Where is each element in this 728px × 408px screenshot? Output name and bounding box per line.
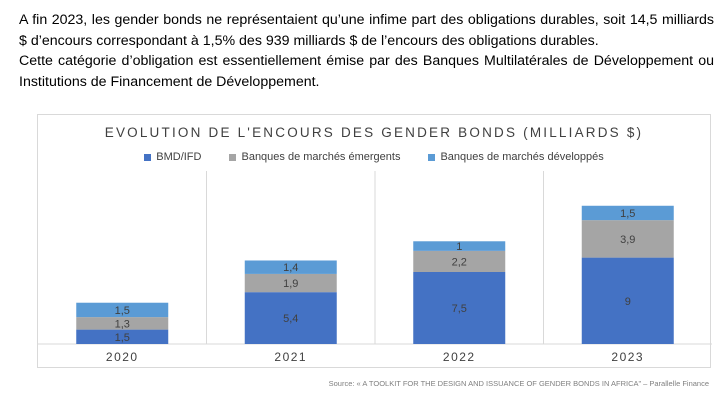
legend-swatch-bmd (144, 153, 152, 161)
data-label-2021-series-0: 5,4 (283, 313, 298, 325)
intro-paragraph-2: Cette catégorie d’obligation est essenti… (19, 53, 714, 90)
bar-2020-series-2 (76, 302, 169, 318)
bar-2022-series-2 (413, 241, 506, 251)
data-label-2021-series-1: 1,9 (283, 278, 298, 290)
bar-2022-series-1 (413, 250, 506, 272)
legend-item-developpes: Banques de marchés développés (428, 151, 604, 163)
chart-legend: BMD/IFD Banques de marchés émergents Ban… (38, 151, 710, 163)
bar-2022-series-0 (413, 272, 506, 344)
source-note: Source: « A TOOLKIT FOR THE DESIGN AND I… (328, 379, 709, 388)
legend-label-bmd: BMD/IFD (156, 151, 202, 163)
x-tick-label-2022: 2022 (443, 350, 476, 364)
x-tick-label-2023: 2023 (611, 350, 644, 364)
bar-2023-series-0 (581, 257, 674, 344)
data-label-2020-series-0: 1,5 (115, 332, 130, 344)
legend-item-bmd: BMD/IFD (144, 151, 201, 163)
bar-2023-series-2 (581, 205, 674, 221)
bar-2021-series-2 (244, 260, 337, 274)
legend-swatch-emergents (229, 153, 237, 161)
legend-swatch-developpes (428, 153, 436, 161)
legend-item-emergents: Banques de marchés émergents (229, 151, 400, 163)
data-label-2022-series-1: 2,2 (452, 256, 467, 268)
legend-label-emergents: Banques de marchés émergents (241, 151, 401, 163)
bar-2020-series-1 (76, 317, 169, 330)
bar-2023-series-1 (581, 220, 674, 258)
data-label-2021-series-2: 1,4 (283, 262, 298, 274)
bar-2020-series-0 (76, 329, 169, 344)
bar-2021-series-0 (244, 292, 337, 344)
legend-label-developpes: Banques de marchés développés (440, 151, 604, 163)
chart-frame: EVOLUTION DE L'ENCOURS DES GENDER BONDS … (37, 114, 712, 368)
data-label-2023-series-1: 3,9 (620, 234, 635, 246)
data-label-2023-series-0: 9 (625, 296, 631, 308)
data-label-2022-series-0: 7,5 (452, 303, 467, 315)
bar-2021-series-1 (244, 273, 337, 293)
x-tick-label-2021: 2021 (274, 350, 307, 364)
data-label-2020-series-2: 1,5 (115, 305, 130, 317)
data-label-2022-series-2: 1 (456, 241, 462, 253)
data-label-2023-series-2: 1,5 (620, 208, 635, 220)
stacked-bar-plot: 1,51,31,520205,41,91,420217,52,21202293,… (38, 171, 712, 364)
x-tick-label-2020: 2020 (106, 350, 139, 364)
data-label-2020-series-1: 1,3 (115, 318, 130, 330)
intro-text: A fin 2023, les gender bonds ne représen… (19, 10, 714, 92)
intro-paragraph-1: A fin 2023, les gender bonds ne représen… (19, 12, 714, 49)
chart-title: EVOLUTION DE L'ENCOURS DES GENDER BONDS … (104, 125, 644, 140)
